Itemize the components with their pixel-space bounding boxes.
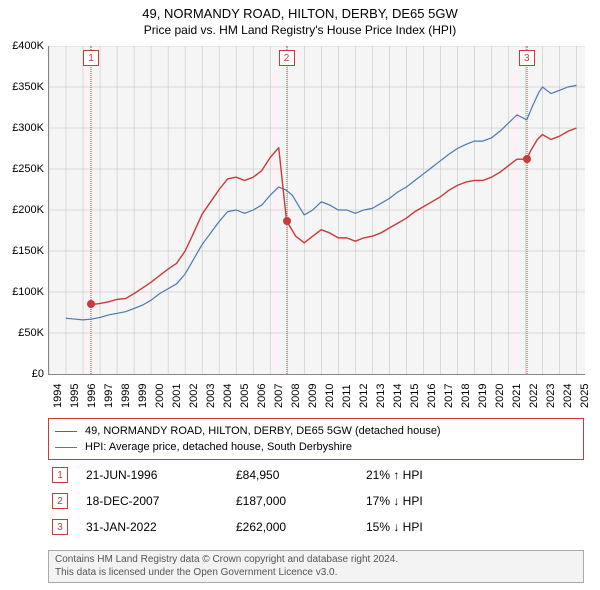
sale-price: £84,950 xyxy=(236,468,366,482)
ytick-label: £150K xyxy=(12,245,44,257)
ytick-label: £200K xyxy=(12,204,44,216)
chart-title: 49, NORMANDY ROAD, HILTON, DERBY, DE65 5… xyxy=(0,6,600,21)
sale-row: 3 31-JAN-2022£262,00015% ↓ HPI xyxy=(48,514,584,540)
xtick-label: 1994 xyxy=(52,384,64,408)
xtick-label: 2008 xyxy=(290,384,302,408)
footer-attribution: Contains HM Land Registry data © Crown c… xyxy=(48,550,584,583)
ytick-label: £250K xyxy=(12,163,44,175)
ytick-label: £100K xyxy=(12,286,44,298)
legend-item: 49, NORMANDY ROAD, HILTON, DERBY, DE65 5… xyxy=(55,423,577,439)
xtick-label: 2010 xyxy=(324,384,336,408)
sale-hpi-delta: 21% ↑ HPI xyxy=(366,468,516,482)
xtick-label: 1996 xyxy=(86,384,98,408)
footer-line: Contains HM Land Registry data © Crown c… xyxy=(55,554,577,567)
ytick-label: £50K xyxy=(18,327,44,339)
ytick-label: £0 xyxy=(32,368,44,380)
xtick-label: 2007 xyxy=(273,384,285,408)
sale-price: £187,000 xyxy=(236,494,366,508)
chart-subtitle: Price paid vs. HM Land Registry's House … xyxy=(0,23,600,37)
xtick-label: 1995 xyxy=(69,384,81,408)
sale-marker-2: 2 xyxy=(279,50,295,66)
sale-hpi-delta: 17% ↓ HPI xyxy=(366,494,516,508)
chart-plot-area: 1 2 3 xyxy=(48,46,585,375)
xtick-label: 2015 xyxy=(409,384,421,408)
xtick-label: 2021 xyxy=(511,384,523,408)
sale-date: 31-JAN-2022 xyxy=(86,520,236,534)
xtick-label: 2001 xyxy=(171,384,183,408)
sale-row-marker: 3 xyxy=(52,519,68,535)
sale-row-marker: 1 xyxy=(52,467,68,483)
xtick-label: 2002 xyxy=(188,384,200,408)
xtick-label: 2004 xyxy=(222,384,234,408)
sale-hpi-delta: 15% ↓ HPI xyxy=(366,520,516,534)
xtick-label: 2018 xyxy=(460,384,472,408)
ytick-label: £300K xyxy=(12,122,44,134)
xtick-label: 1997 xyxy=(103,384,115,408)
xtick-label: 1998 xyxy=(120,384,132,408)
ytick-label: £400K xyxy=(12,40,44,52)
xtick-label: 2006 xyxy=(256,384,268,408)
sale-row: 1 21-JUN-1996£84,95021% ↑ HPI xyxy=(48,462,584,488)
xtick-label: 2012 xyxy=(358,384,370,408)
xtick-label: 2011 xyxy=(341,384,353,408)
xtick-label: 2003 xyxy=(205,384,217,408)
xtick-label: 2013 xyxy=(375,384,387,408)
xtick-label: 2024 xyxy=(562,384,574,408)
legend-item: HPI: Average price, detached house, Sout… xyxy=(55,439,577,455)
sale-date: 18-DEC-2007 xyxy=(86,494,236,508)
sale-price: £262,000 xyxy=(236,520,366,534)
sale-row: 2 18-DEC-2007£187,00017% ↓ HPI xyxy=(48,488,584,514)
xtick-label: 2000 xyxy=(154,384,166,408)
xtick-label: 2019 xyxy=(477,384,489,408)
xtick-label: 2022 xyxy=(528,384,540,408)
xtick-label: 2023 xyxy=(545,384,557,408)
xtick-label: 2025 xyxy=(579,384,591,408)
xtick-label: 2009 xyxy=(307,384,319,408)
sale-marker-3: 3 xyxy=(519,50,535,66)
ytick-label: £350K xyxy=(12,81,44,93)
xtick-label: 2017 xyxy=(443,384,455,408)
xtick-label: 2005 xyxy=(239,384,251,408)
sale-marker-1: 1 xyxy=(83,50,99,66)
xtick-label: 1999 xyxy=(137,384,149,408)
xtick-label: 2014 xyxy=(392,384,404,408)
sales-table: 1 21-JUN-1996£84,95021% ↑ HPI 2 18-DEC-2007… xyxy=(48,462,584,540)
xtick-label: 2016 xyxy=(426,384,438,408)
sale-date: 21-JUN-1996 xyxy=(86,468,236,482)
footer-line: This data is licensed under the Open Gov… xyxy=(55,567,577,580)
xtick-label: 2020 xyxy=(494,384,506,408)
legend-box: 49, NORMANDY ROAD, HILTON, DERBY, DE65 5… xyxy=(48,418,584,460)
sale-row-marker: 2 xyxy=(52,493,68,509)
